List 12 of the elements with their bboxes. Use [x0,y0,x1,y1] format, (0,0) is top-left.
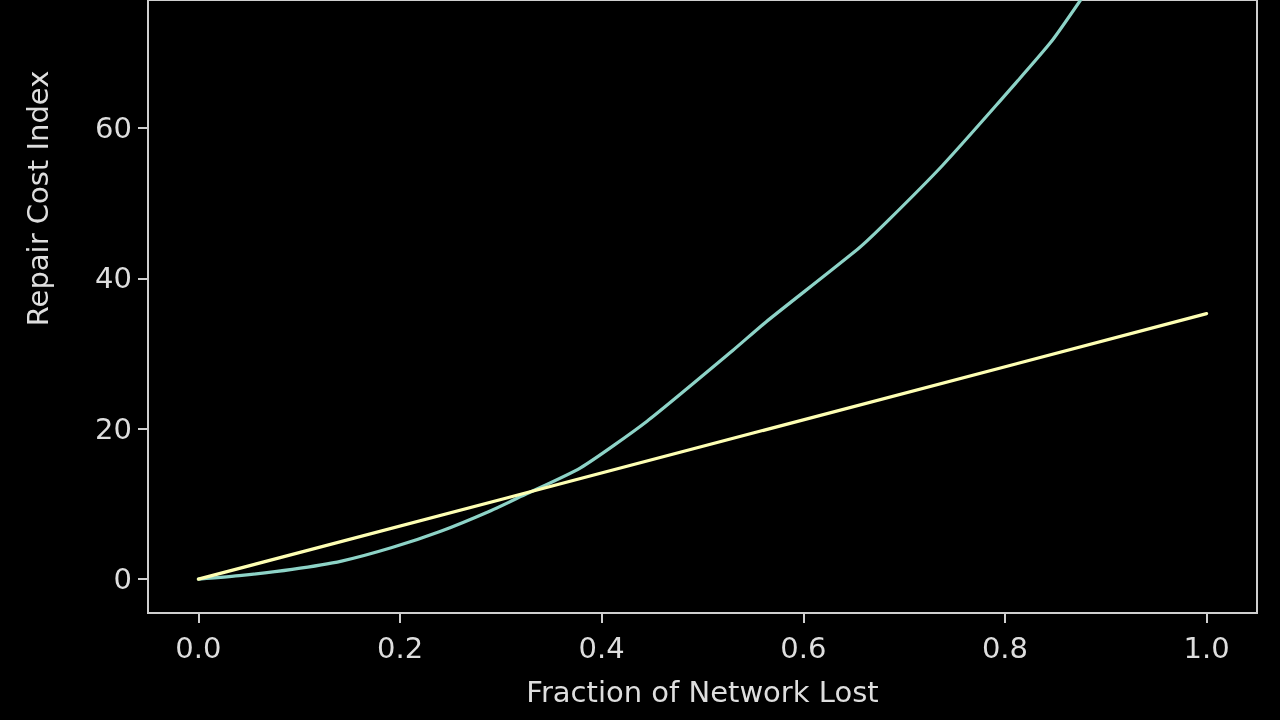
x-tick-label: 0.4 [578,630,625,665]
x-tick-label: 1.0 [1183,630,1230,665]
y-tick-label: 0 [113,562,132,597]
y-axis-title: Repair Cost Index [20,70,55,327]
x-tick-label: 0.6 [780,630,827,665]
x-tick-label: 0.0 [175,630,222,665]
x-axis-title: Fraction of Network Lost [526,674,879,709]
y-tick-label: 40 [95,261,132,296]
x-tick-label: 0.2 [376,630,424,665]
y-tick-label: 60 [95,110,132,145]
y-tick-label: 20 [95,411,132,446]
x-tick-label: 0.8 [981,630,1029,665]
